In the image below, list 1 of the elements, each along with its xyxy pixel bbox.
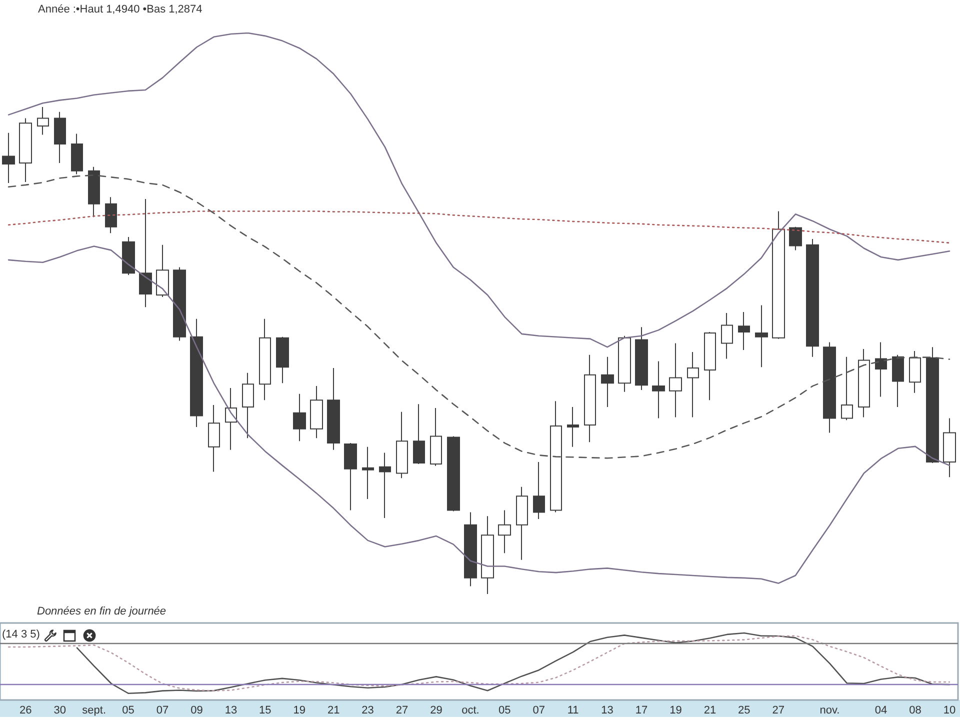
candlestick (2, 132, 15, 184)
